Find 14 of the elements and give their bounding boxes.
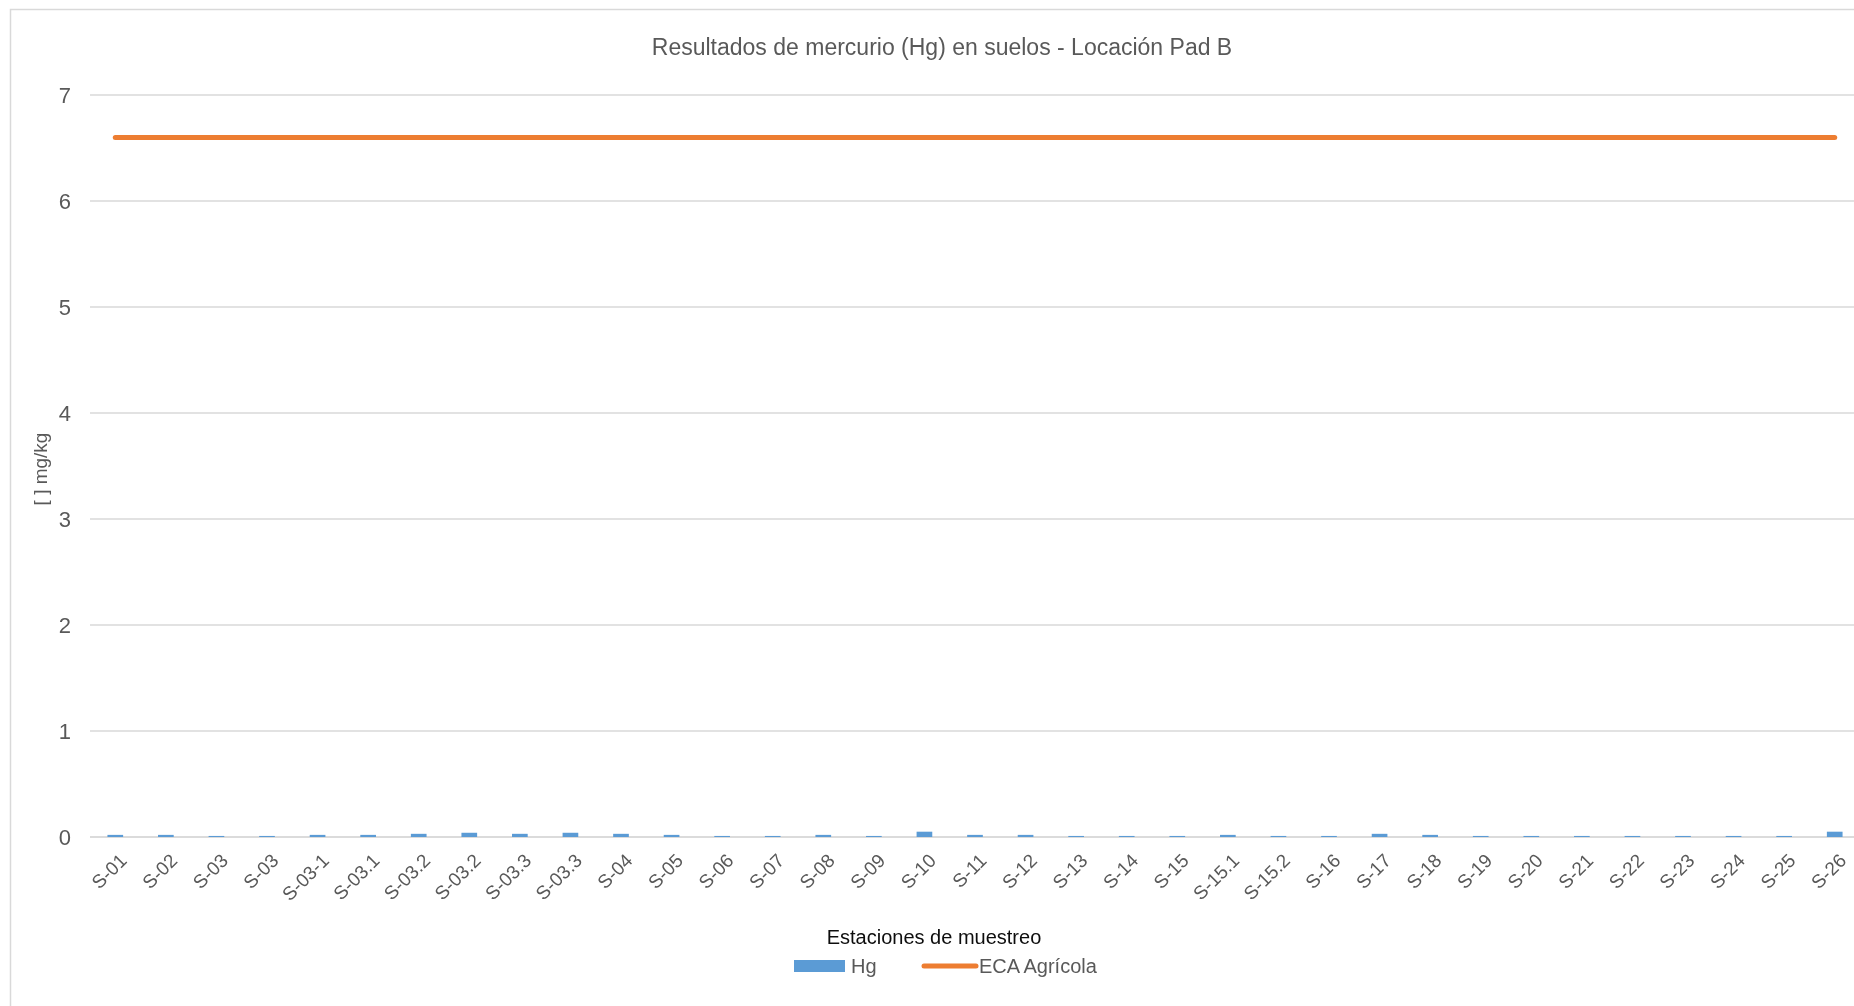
y-tick-label: 5	[58, 294, 71, 320]
chart-title: Resultados de mercurio (Hg) en suelos - Locación Pad B	[651, 34, 1233, 60]
y-tick-label: 1	[58, 718, 71, 744]
y-tick-label: 0	[58, 824, 71, 850]
legend-label: Hg	[851, 955, 877, 977]
y-tick-label: 7	[58, 82, 71, 108]
y-tick-label: 6	[58, 188, 71, 214]
legend-label: ECA Agrícola	[979, 955, 1098, 977]
x-axis-title: Estaciones de muestreo	[826, 926, 1042, 948]
y-tick-label: 4	[58, 400, 71, 426]
y-tick-label: 3	[58, 506, 71, 532]
x-tick-label: S-11	[948, 849, 991, 892]
y-tick-label: 2	[58, 612, 71, 638]
y-axis-title: [ ] mg/kg	[29, 432, 51, 506]
